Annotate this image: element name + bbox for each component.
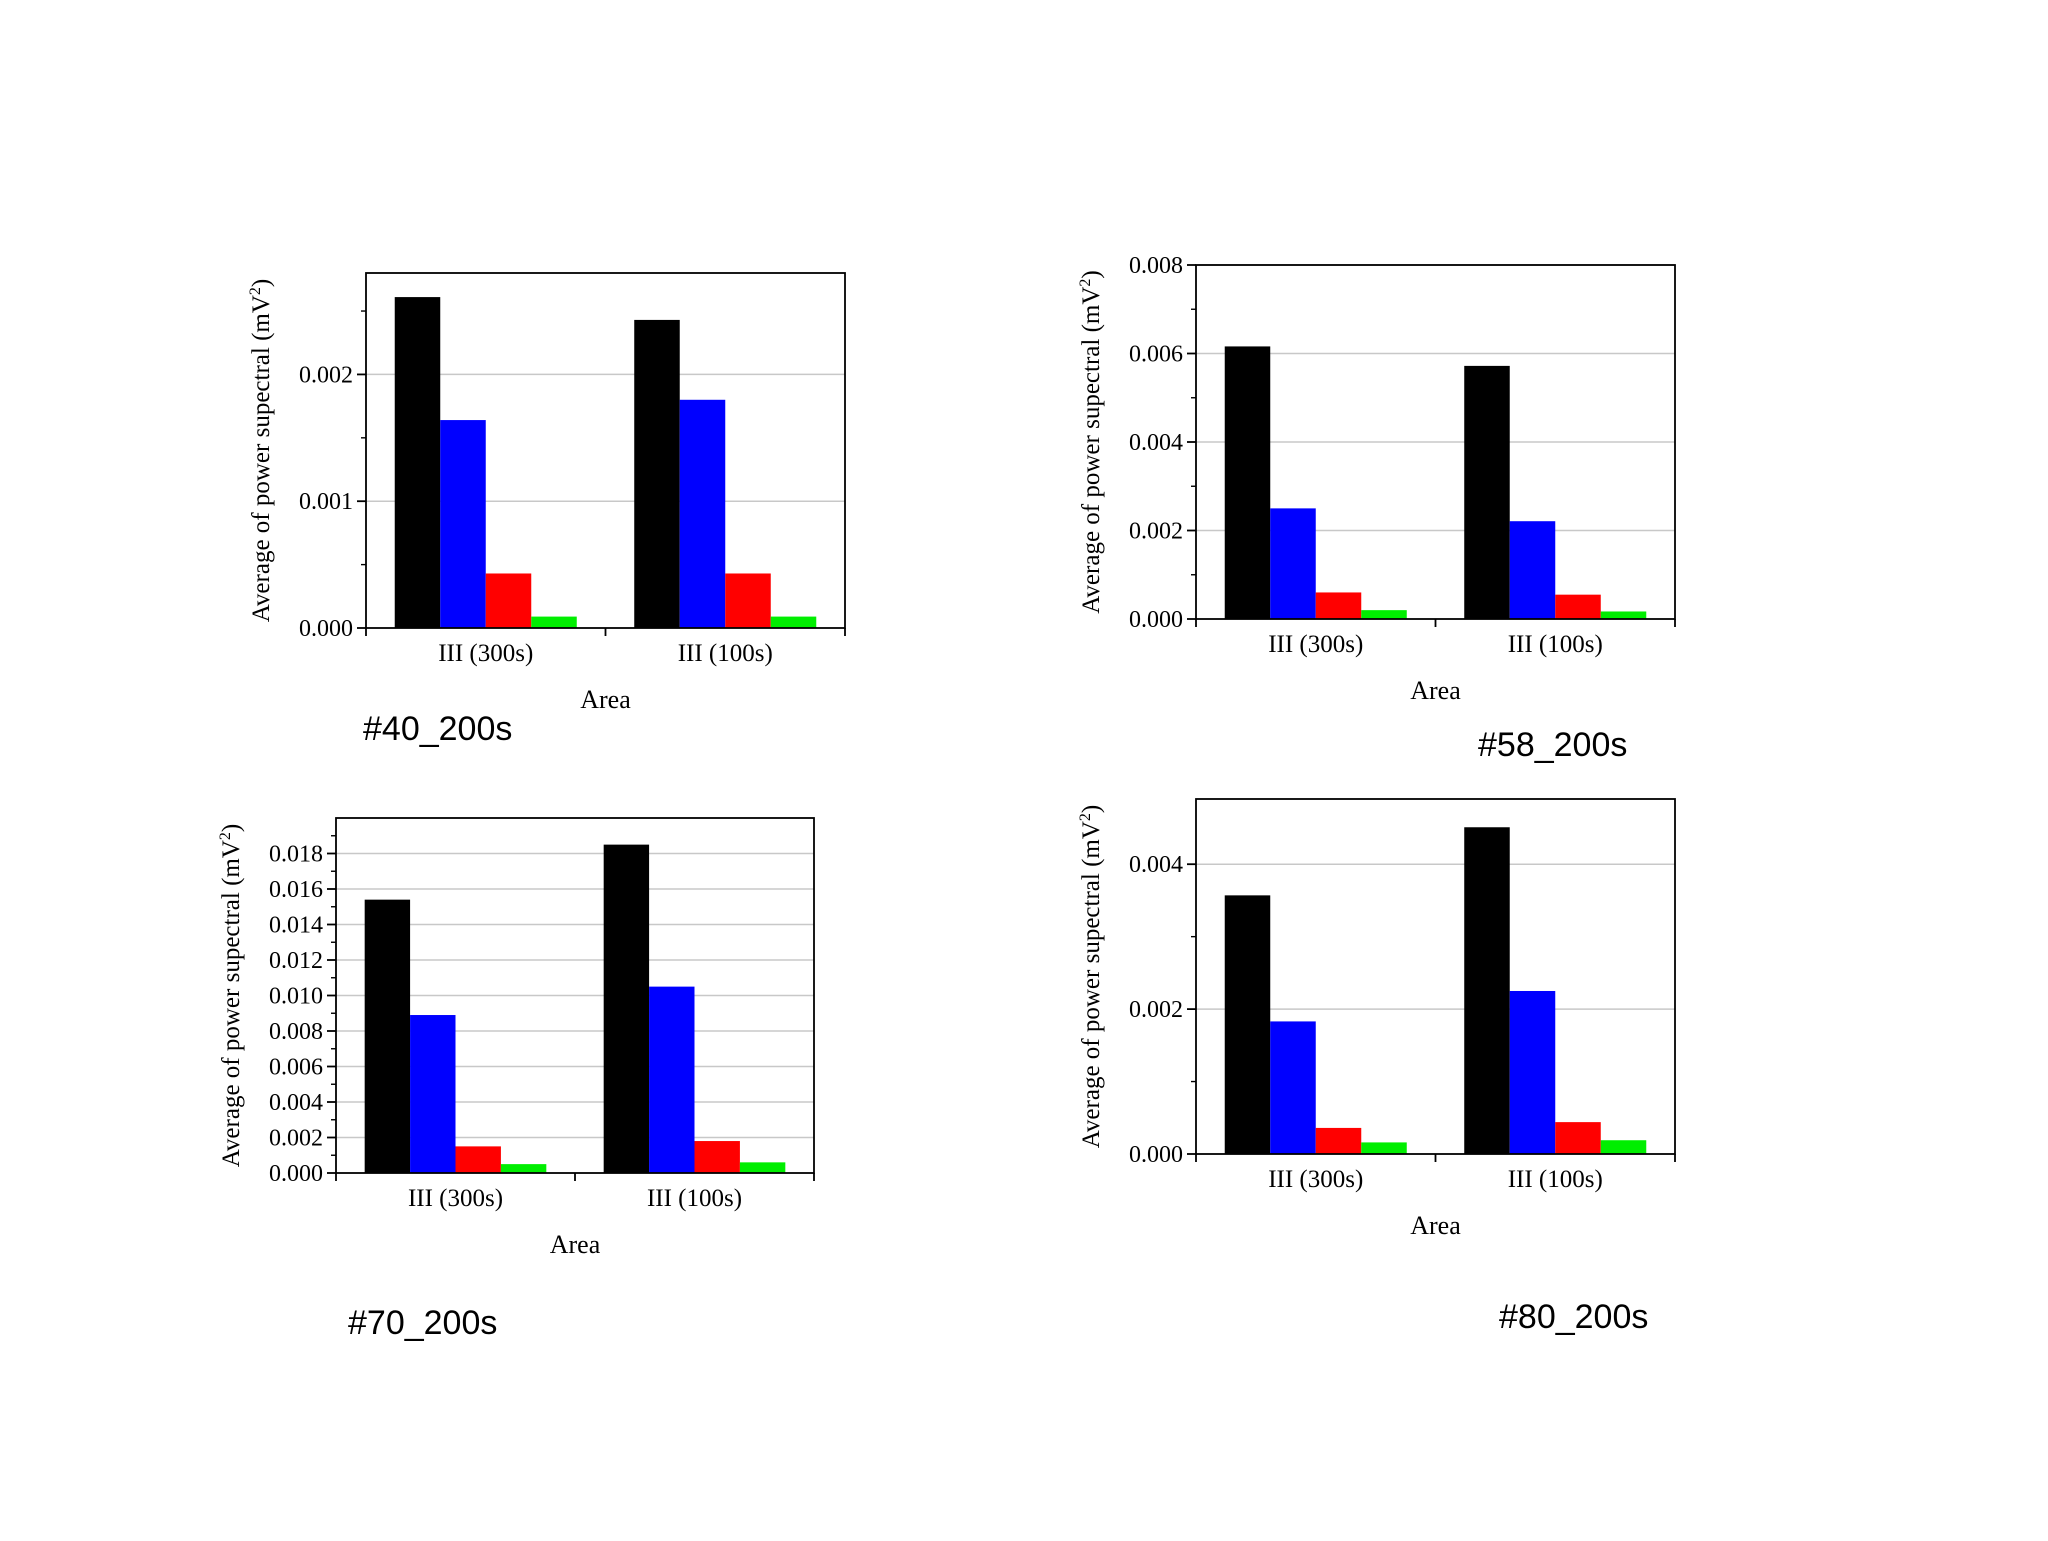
- y-tick-label: 0.010: [269, 984, 323, 1010]
- y-tick-label: 0.000: [1129, 1142, 1183, 1168]
- y-axis-label: Average of power supectral (mV2): [247, 279, 275, 623]
- y-tick-label: 0.018: [269, 842, 323, 868]
- chart-1: 0.000 0.001 0.002 III (300s) III (100s) Area A…: [247, 272, 846, 714]
- y-tick-label: 0.001: [299, 489, 353, 515]
- x-axis-label: Area: [550, 1230, 601, 1259]
- bar-series-4-1: [1361, 1142, 1407, 1154]
- y-tick-label: 0.002: [1129, 997, 1183, 1023]
- bar-series-3-1: [1315, 592, 1362, 619]
- bar-series-4-1: [1361, 610, 1407, 619]
- y-tick-label: 0.014: [269, 913, 323, 939]
- bar-series-1-2: [1464, 365, 1510, 619]
- bar-series-2-2: [649, 986, 695, 1173]
- bar-series-1-1: [1224, 346, 1271, 619]
- y-tick-label: 0.002: [1129, 519, 1183, 545]
- y-axis-label-text: Average of power supectral (mV: [1078, 287, 1105, 614]
- bar-series-3-1: [455, 1146, 501, 1173]
- bar-series-4-2: [1600, 1140, 1647, 1154]
- y-tick-label: 0.008: [269, 1019, 323, 1045]
- x-tick-label: III (100s): [1508, 631, 1603, 658]
- bar-series-2-1: [1270, 1021, 1316, 1154]
- y-tick-label: 0.006: [269, 1055, 323, 1081]
- x-tick-label: III (100s): [647, 1185, 742, 1212]
- chart-3: 0.000 0.002 0.004 0.006 0.008 0.010 0.012 0.014…: [217, 817, 815, 1259]
- y-axis-label-text: Average of power supectral (mV: [248, 295, 275, 622]
- chart-4: 0.000 0.002 0.004 III (300s) III (100s) Area A…: [1077, 798, 1676, 1240]
- y-tick-label: 0.004: [1129, 852, 1183, 878]
- bar-series-4-2: [1600, 611, 1647, 619]
- bar-series-1-1: [394, 297, 441, 628]
- x-tick-label: III (300s): [438, 640, 533, 667]
- y-tick-label: 0.000: [269, 1161, 323, 1187]
- y-tick-label: 0.006: [1129, 342, 1183, 368]
- caption-chart-3: #70_200s: [348, 1304, 498, 1342]
- bar-series-2-2: [1509, 990, 1556, 1154]
- bar-series-1-2: [603, 844, 650, 1173]
- bar-series-4-1: [500, 1164, 547, 1173]
- y-axis-label-superscript: 2: [247, 287, 264, 295]
- y-tick-label: 0.002: [269, 1126, 323, 1152]
- bar-series-2-1: [1270, 508, 1316, 619]
- y-axis-label-close: ): [218, 824, 245, 832]
- y-axis-label-text: Average of power supectral (mV: [218, 840, 245, 1167]
- y-tick-label: 0.000: [1129, 607, 1183, 633]
- y-tick-label: 0.000: [299, 616, 353, 642]
- bar-series-1-1: [364, 899, 411, 1173]
- bar-series-2-2: [679, 399, 726, 628]
- caption-chart-4: #80_200s: [1499, 1298, 1649, 1336]
- bar-series-4-2: [739, 1162, 786, 1173]
- bar-series-1-2: [634, 319, 680, 628]
- bar-series-3-1: [1315, 1127, 1362, 1154]
- y-axis-label: Average of power supectral (mV2): [1077, 805, 1105, 1149]
- bar-series-3-2: [694, 1141, 740, 1173]
- bar-series-1-1: [1224, 895, 1271, 1154]
- x-tick-label: III (300s): [1268, 1166, 1363, 1193]
- bar-series-3-2: [1555, 594, 1601, 619]
- bar-series-2-1: [440, 420, 486, 628]
- y-tick-label: 0.012: [269, 948, 323, 974]
- bar-series-2-2: [1509, 521, 1556, 619]
- caption-chart-1: #40_200s: [363, 710, 513, 748]
- x-tick-label: III (300s): [408, 1185, 503, 1212]
- y-axis-label-superscript: 2: [1077, 279, 1094, 287]
- bar-series-3-2: [1555, 1122, 1601, 1154]
- y-tick-label: 0.008: [1129, 253, 1183, 279]
- y-axis-label: Average of power supectral (mV2): [217, 824, 245, 1168]
- y-tick-label: 0.016: [269, 877, 323, 903]
- y-axis-label-superscript: 2: [217, 832, 234, 840]
- x-axis-label: Area: [1410, 1211, 1461, 1240]
- y-axis-label-text: Average of power supectral (mV: [1078, 821, 1105, 1148]
- y-tick-label: 0.004: [1129, 430, 1183, 456]
- y-axis-label-close: ): [1078, 805, 1105, 813]
- bar-series-3-2: [725, 573, 771, 628]
- y-axis-label-close: ): [248, 279, 275, 287]
- chart-2: 0.000 0.002 0.004 0.006 0.008 III (300s) III (…: [1077, 253, 1676, 705]
- y-axis-label: Average of power supectral (mV2): [1077, 270, 1105, 614]
- bar-series-4-2: [770, 616, 817, 628]
- x-axis-label: Area: [1410, 676, 1461, 705]
- y-axis-label-close: ): [1078, 270, 1105, 278]
- caption-chart-2: #58_200s: [1478, 726, 1628, 764]
- bar-series-2-1: [410, 1015, 456, 1173]
- x-axis-label: Area: [580, 685, 631, 714]
- x-tick-label: III (300s): [1268, 631, 1363, 658]
- x-tick-label: III (100s): [678, 640, 773, 667]
- y-axis-label-superscript: 2: [1077, 813, 1094, 821]
- y-tick-label: 0.002: [299, 362, 353, 388]
- bar-series-4-1: [531, 616, 577, 628]
- bar-series-1-2: [1464, 827, 1510, 1154]
- y-tick-label: 0.004: [269, 1090, 323, 1116]
- bar-series-3-1: [485, 573, 532, 628]
- x-tick-label: III (100s): [1508, 1166, 1603, 1193]
